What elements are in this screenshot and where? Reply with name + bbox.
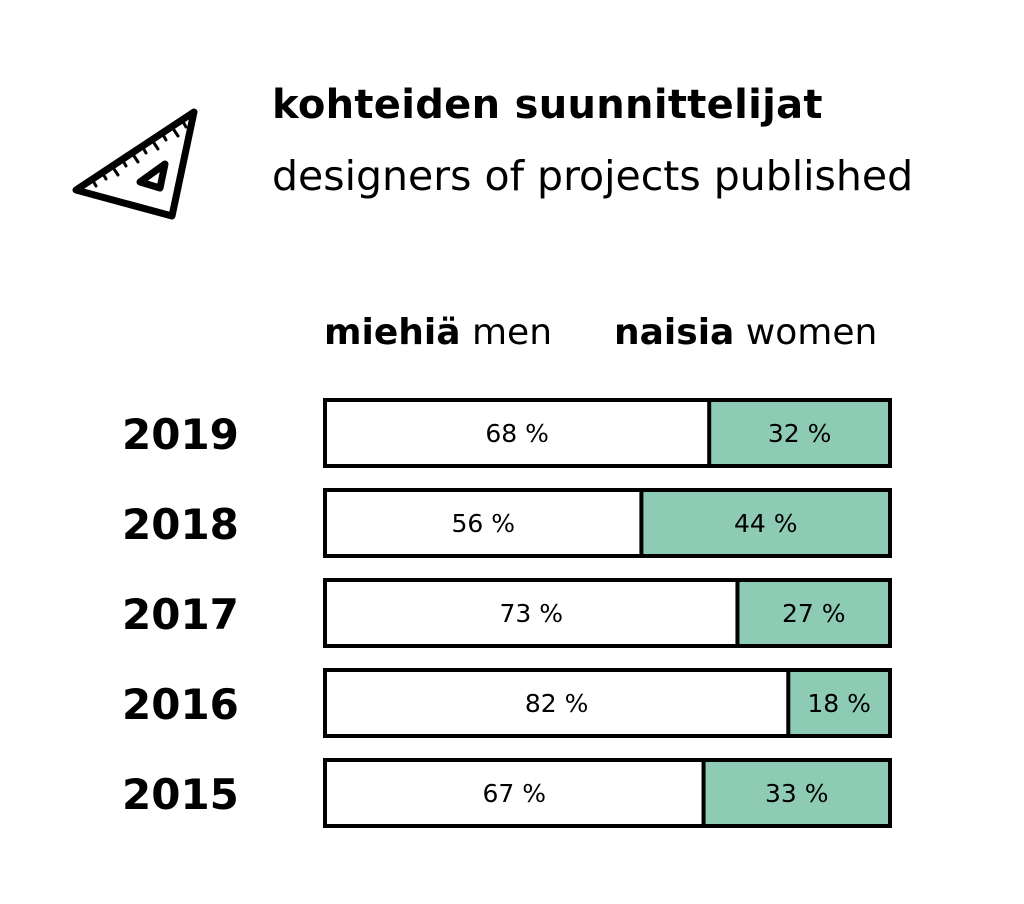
- bar-men-2017: [325, 580, 738, 646]
- bar-men-2015: [325, 760, 704, 826]
- bar-outline-2016: [323, 668, 892, 738]
- year-label-2019: 2019: [122, 410, 239, 459]
- legend-men-finnish: miehiä: [324, 312, 461, 353]
- legend-women: naisia women: [614, 312, 877, 353]
- data-label-men-2015: 67 %: [483, 779, 547, 808]
- bar-outline-2019: [323, 398, 892, 468]
- year-label-2016: 2016: [122, 680, 239, 729]
- bar-women-2015: [703, 760, 890, 826]
- bar-men-2016: [325, 670, 789, 736]
- bar-men-2018: [325, 490, 642, 556]
- data-label-women-2015: 33 %: [765, 779, 829, 808]
- data-label-men-2017: 73 %: [499, 599, 563, 628]
- bar-women-2018: [641, 490, 890, 556]
- set-square-ruler-icon: [72, 108, 198, 220]
- data-label-women-2019: 32 %: [768, 419, 832, 448]
- legend-women-english: women: [745, 312, 878, 353]
- bar-outline-2018: [323, 488, 892, 558]
- bar-men-2019: [325, 400, 710, 466]
- data-label-men-2019: 68 %: [485, 419, 549, 448]
- data-label-men-2016: 82 %: [525, 689, 589, 718]
- year-label-2015: 2015: [122, 770, 239, 819]
- bar-women-2019: [709, 400, 890, 466]
- bar-women-2016: [788, 670, 890, 736]
- year-label-2017: 2017: [122, 590, 239, 639]
- bar-outline-2017: [323, 578, 892, 648]
- year-label-2018: 2018: [122, 500, 239, 549]
- data-label-women-2017: 27 %: [782, 599, 846, 628]
- chart-title: kohteiden suunnittelijat: [272, 82, 823, 128]
- legend-women-finnish: naisia: [614, 312, 735, 353]
- bar-outline-2015: [323, 758, 892, 828]
- data-label-men-2018: 56 %: [451, 509, 515, 538]
- legend-men-english: men: [471, 312, 553, 353]
- data-label-women-2018: 44 %: [734, 509, 798, 538]
- bar-women-2017: [737, 580, 890, 646]
- data-label-women-2016: 18 %: [807, 689, 871, 718]
- chart-subtitle: designers of projects published: [272, 152, 914, 200]
- legend-men: miehiä men: [324, 312, 552, 353]
